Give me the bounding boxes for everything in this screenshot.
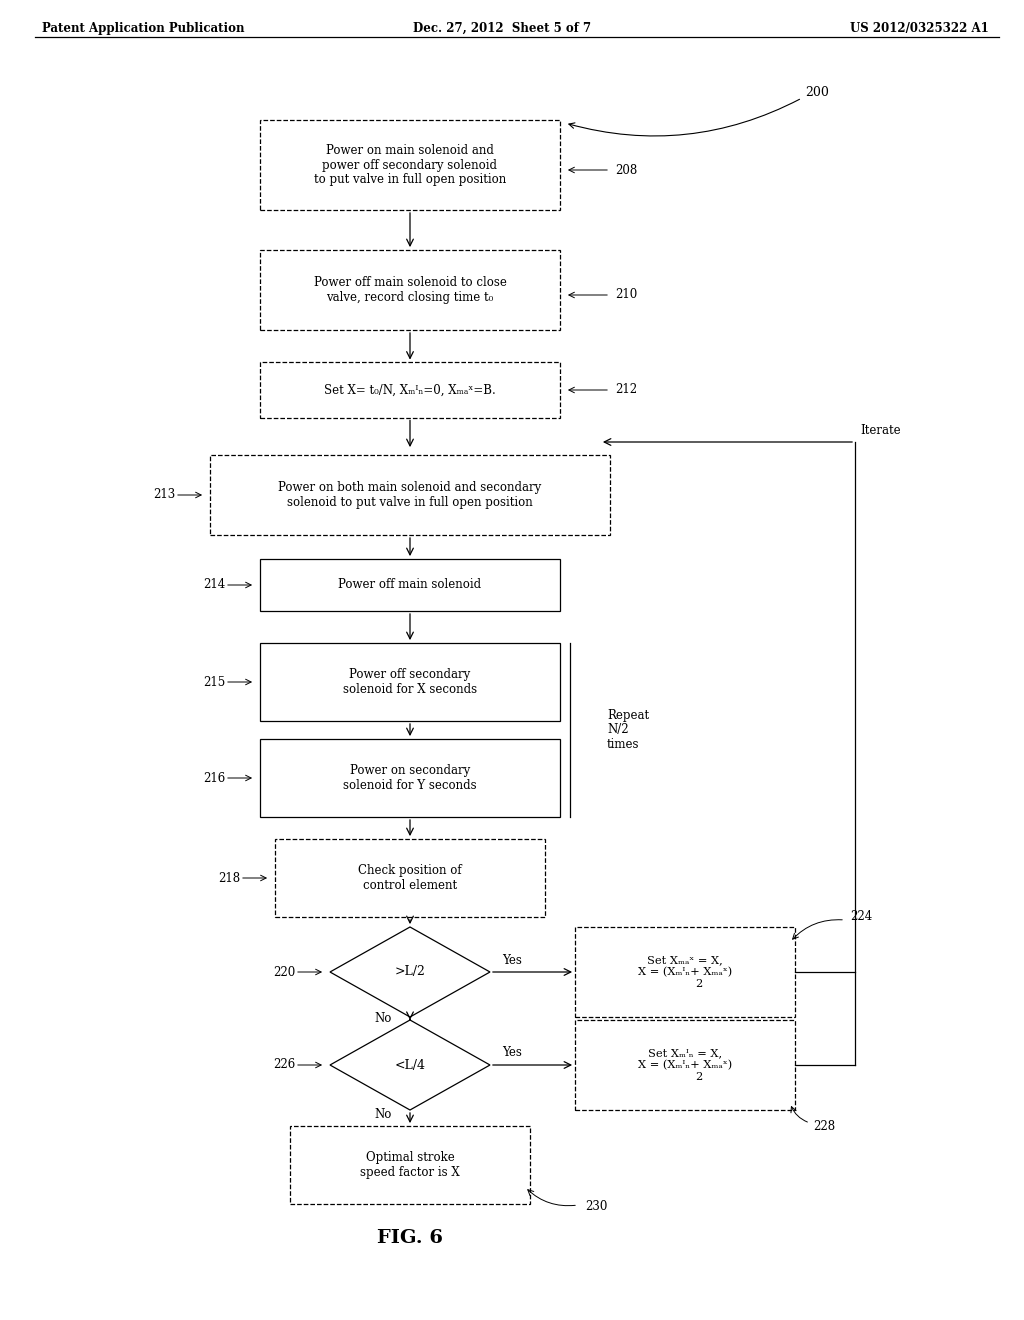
- Text: Power off main solenoid to close
valve, record closing time t₀: Power off main solenoid to close valve, …: [313, 276, 507, 304]
- Text: 224: 224: [850, 911, 872, 924]
- Text: US 2012/0325322 A1: US 2012/0325322 A1: [850, 22, 989, 36]
- Bar: [210, 455, 610, 535]
- Text: Power off main solenoid: Power off main solenoid: [339, 578, 481, 591]
- Text: 215: 215: [203, 676, 225, 689]
- Text: 216: 216: [203, 771, 225, 784]
- Text: Power on both main solenoid and secondary
solenoid to put valve in full open pos: Power on both main solenoid and secondar…: [279, 480, 542, 510]
- Text: <L/4: <L/4: [394, 1059, 426, 1072]
- Bar: [260, 363, 560, 417]
- Text: No: No: [375, 1012, 392, 1026]
- Bar: [260, 120, 560, 210]
- Bar: [290, 1126, 530, 1204]
- Polygon shape: [330, 927, 490, 1016]
- Bar: [575, 927, 795, 1016]
- Text: 200: 200: [805, 86, 828, 99]
- Polygon shape: [330, 1020, 490, 1110]
- Text: 212: 212: [615, 384, 637, 396]
- Text: Power on secondary
solenoid for Y seconds: Power on secondary solenoid for Y second…: [343, 764, 477, 792]
- Text: Dec. 27, 2012  Sheet 5 of 7: Dec. 27, 2012 Sheet 5 of 7: [413, 22, 591, 36]
- Text: 214: 214: [203, 578, 225, 591]
- Text: Yes: Yes: [502, 953, 522, 966]
- Text: 230: 230: [585, 1200, 607, 1213]
- Text: Optimal stroke
speed factor is X: Optimal stroke speed factor is X: [360, 1151, 460, 1179]
- Text: 210: 210: [615, 289, 637, 301]
- Text: No: No: [375, 1109, 392, 1122]
- Text: Iterate: Iterate: [860, 424, 901, 437]
- Bar: [275, 840, 545, 917]
- Bar: [575, 1020, 795, 1110]
- Text: 218: 218: [218, 871, 240, 884]
- Text: Set X= t₀/N, Xₘᴵₙ=0, Xₘₐˣ=B.: Set X= t₀/N, Xₘᴵₙ=0, Xₘₐˣ=B.: [325, 384, 496, 396]
- Text: Patent Application Publication: Patent Application Publication: [42, 22, 245, 36]
- Text: 208: 208: [615, 164, 637, 177]
- Text: Power off secondary
solenoid for X seconds: Power off secondary solenoid for X secon…: [343, 668, 477, 696]
- Text: 220: 220: [272, 965, 295, 978]
- Bar: [260, 249, 560, 330]
- Text: FIG. 6: FIG. 6: [377, 1229, 443, 1247]
- Text: Set Xₘₐˣ = X,
X = (Xₘᴵₙ+ Xₘₐˣ)
        2: Set Xₘₐˣ = X, X = (Xₘᴵₙ+ Xₘₐˣ) 2: [638, 956, 732, 989]
- Text: Set Xₘᴵₙ = X,
X = (Xₘᴵₙ+ Xₘₐˣ)
        2: Set Xₘᴵₙ = X, X = (Xₘᴵₙ+ Xₘₐˣ) 2: [638, 1048, 732, 1082]
- Text: 213: 213: [153, 488, 175, 502]
- Text: 228: 228: [813, 1121, 836, 1134]
- Text: Power on main solenoid and
power off secondary solenoid
to put valve in full ope: Power on main solenoid and power off sec…: [314, 144, 506, 186]
- Bar: [260, 558, 560, 611]
- Text: 226: 226: [272, 1059, 295, 1072]
- Text: Check position of
control element: Check position of control element: [358, 865, 462, 892]
- Text: >L/2: >L/2: [394, 965, 425, 978]
- Bar: [260, 739, 560, 817]
- Text: Repeat
N/2
times: Repeat N/2 times: [607, 709, 649, 751]
- Text: Yes: Yes: [502, 1047, 522, 1060]
- Bar: [260, 643, 560, 721]
